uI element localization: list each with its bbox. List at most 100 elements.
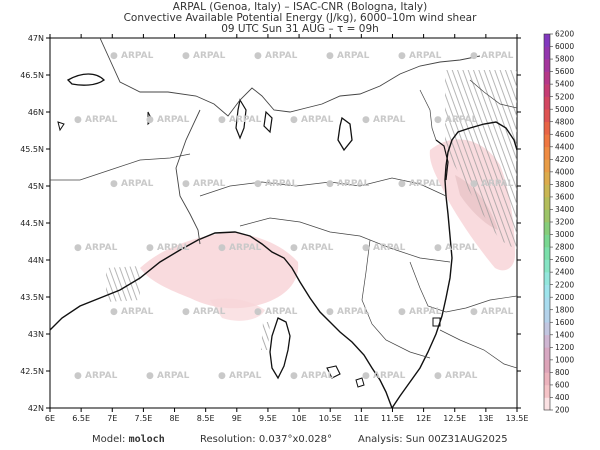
colorbar-label: 3000	[555, 230, 574, 239]
shear-hatching-west	[106, 266, 140, 302]
colorbar: 200 400 600 800 1000 1200 1400 1600 1800 2000 2200…	[543, 30, 574, 415]
lat-label: 45.5N	[20, 145, 44, 154]
border-veneto-friuli	[419, 89, 437, 141]
footer-model: Model: moloch	[92, 434, 165, 445]
watermark-text: ● ARPAL	[146, 243, 190, 253]
lon-label: 6E	[45, 414, 55, 423]
lat-label: 43N	[28, 330, 44, 339]
watermark-text: ● ARPAL	[74, 371, 118, 381]
border-slovenia	[469, 79, 517, 109]
colorbar-swatch	[544, 109, 550, 123]
lat-label: 46N	[28, 108, 44, 117]
lon-label: 12.5E	[443, 414, 466, 423]
shear-hatching-corsica	[261, 322, 270, 350]
watermark-text: ● ARPAL	[434, 115, 478, 125]
footer-resolution: Resolution: 0.037°x0.028°	[200, 434, 332, 445]
watermark-text: ● ARPAL	[254, 307, 298, 317]
colorbar-label: 5000	[555, 105, 574, 114]
lat-label: 42.5N	[20, 367, 44, 376]
watermark-text: ● ARPAL	[146, 115, 190, 125]
lake-garda	[337, 116, 353, 152]
shear-hatching-northeast	[445, 70, 517, 250]
map-frame	[49, 37, 518, 409]
analysis-label: Analysis:	[358, 434, 403, 445]
lon-label: 9E	[232, 414, 242, 423]
colorbar-swatch	[544, 384, 550, 398]
colorbar-label: 4200	[555, 155, 574, 164]
colorbar-label: 1800	[555, 305, 574, 314]
lon-label: 11E	[354, 414, 369, 423]
colorbar-label: 200	[555, 406, 570, 415]
colorbar-swatch	[544, 46, 550, 60]
colorbar-swatch	[544, 372, 550, 386]
lon-label: 9.5E	[259, 414, 277, 423]
colorbar-swatch	[544, 34, 550, 47]
colorbar-swatch	[544, 121, 550, 135]
colorbar-swatch	[544, 84, 550, 97]
colorbar-label: 5800	[555, 55, 574, 64]
colorbar-swatch	[544, 297, 550, 311]
colorbar-label: 1600	[555, 318, 574, 327]
model-label: Model:	[92, 434, 126, 445]
model-value: moloch	[128, 434, 165, 445]
colorbar-swatch	[544, 397, 550, 411]
watermark-text: ● ARPAL	[398, 51, 442, 61]
coastline-venice-lagoon	[435, 139, 449, 181]
resolution-label: Resolution:	[200, 434, 256, 445]
lat-label: 43.5N	[20, 293, 44, 302]
region-border	[50, 153, 191, 181]
lon-label: 12E	[416, 414, 431, 423]
colorbar-swatch	[544, 259, 550, 273]
lake-geneva	[66, 73, 105, 86]
watermark-text: ● ARPAL	[146, 371, 190, 381]
colorbar-swatch	[544, 347, 550, 361]
lon-label: 10.5E	[319, 414, 342, 423]
watermark-text: ● ARPAL	[290, 115, 334, 125]
lon-label: 13E	[478, 414, 493, 423]
corsica-coast	[269, 317, 291, 380]
watermark-text: ● ARPAL	[182, 179, 226, 189]
watermark-text: ● ARPAL	[326, 51, 370, 61]
colorbar-label: 2400	[555, 268, 574, 277]
colorbar-swatch	[544, 134, 550, 148]
watermark-text: ● ARPAL	[470, 307, 514, 317]
colorbar-label: 6000	[555, 42, 574, 51]
colorbar-swatch	[544, 59, 550, 72]
colorbar-swatch	[544, 359, 550, 373]
colorbar-label: 5600	[555, 67, 574, 76]
colorbar-label: 1400	[555, 330, 574, 339]
lat-label: 44N	[28, 256, 44, 265]
colorbar-label: 4000	[555, 167, 574, 176]
watermark-text: ● ARPAL	[362, 371, 406, 381]
lake-como	[263, 110, 273, 134]
title-line-1: ARPAL (Genoa, Italy) – ISAC-CNR (Bologna…	[172, 1, 428, 13]
colorbar-label: 1000	[555, 355, 574, 364]
colorbar-label: 3800	[555, 180, 574, 189]
resolution-value: 0.037°x0.028°	[258, 434, 332, 445]
colorbar-label: 400	[555, 393, 570, 402]
colorbar-label: 5400	[555, 80, 574, 89]
lat-label: 46.5N	[20, 71, 44, 80]
lon-label: 8E	[169, 414, 179, 423]
footer-analysis: Analysis: Sun 00Z31AUG2025	[358, 434, 508, 445]
watermark-text: ● ARPAL	[218, 115, 262, 125]
giglio-island	[355, 377, 365, 388]
lat-label: 45N	[28, 182, 44, 191]
colorbar-swatch	[544, 272, 550, 285]
colorbar-swatch	[544, 247, 550, 260]
watermark-text: ● ARPAL	[254, 179, 298, 189]
watermark-text: ● ARPAL	[74, 243, 118, 253]
lon-label: 10E	[291, 414, 306, 423]
colorbar-label: 4600	[555, 130, 574, 139]
border-lazio	[439, 329, 517, 369]
watermark-text: ● ARPAL	[362, 115, 406, 125]
colorbar-swatch	[544, 284, 550, 298]
colorbar-swatch	[544, 334, 550, 348]
cape-area-tyrrhenian	[210, 298, 265, 321]
colorbar-label: 4400	[555, 142, 574, 151]
coastline-adriatic	[391, 121, 517, 408]
watermark-layer: ● ARPAL ● ARPAL ● ARPAL ● ARPAL ● ARPAL ● ARP…	[74, 51, 514, 381]
watermark-text: ● ARPAL	[326, 307, 370, 317]
watermark-text: ● ARPAL	[434, 243, 478, 253]
